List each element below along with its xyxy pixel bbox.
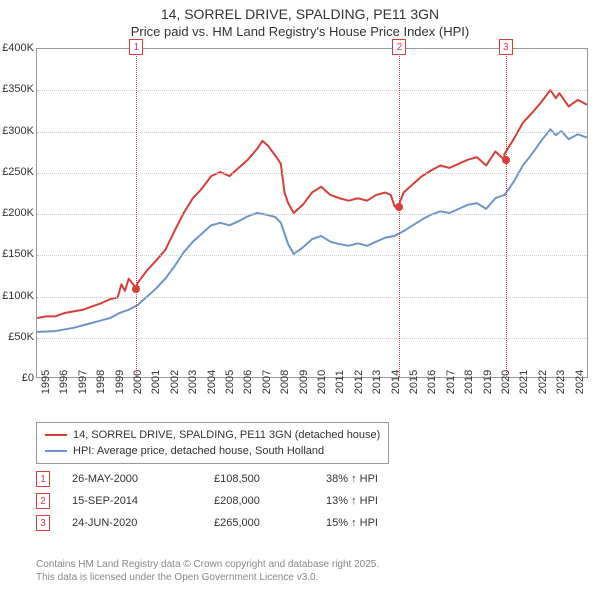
- event-date: 15-SEP-2014: [72, 495, 192, 507]
- xtick-label: 2000: [132, 370, 144, 394]
- legend-label-1: HPI: Average price, detached house, Sout…: [73, 445, 324, 457]
- marker-dot: [132, 285, 140, 293]
- title-line1: 14, SORREL DRIVE, SPALDING, PE11 3GN: [0, 6, 600, 22]
- xtick-label: 2013: [371, 370, 383, 394]
- xtick-label: 2009: [298, 370, 310, 394]
- title-block: 14, SORREL DRIVE, SPALDING, PE11 3GN Pri…: [0, 0, 600, 39]
- xtick-label: 2021: [518, 370, 530, 394]
- xtick-label: 2019: [482, 370, 494, 394]
- event-row: 3 24-JUN-2020 £265,000 15% ↑ HPI: [36, 512, 426, 534]
- marker-dot: [395, 203, 403, 211]
- event-marker-num: 1: [36, 471, 50, 487]
- gridline-h: [37, 90, 587, 91]
- xtick-label: 2002: [169, 370, 181, 394]
- xtick-label: 2017: [445, 370, 457, 394]
- gridline-h: [37, 132, 587, 133]
- gridline-h: [37, 255, 587, 256]
- event-marker-num: 2: [36, 493, 50, 509]
- gridline-h: [37, 214, 587, 215]
- event-row: 1 26-MAY-2000 £108,500 38% ↑ HPI: [36, 468, 426, 490]
- event-pct: 15% ↑ HPI: [326, 517, 426, 529]
- xtick-label: 2011: [334, 370, 346, 394]
- ytick-label: £400K: [0, 42, 34, 54]
- footer: Contains HM Land Registry data © Crown c…: [36, 558, 379, 584]
- xtick-label: 2024: [574, 370, 586, 394]
- event-pct: 38% ↑ HPI: [326, 473, 426, 485]
- event-price: £208,000: [214, 495, 304, 507]
- title-line2: Price paid vs. HM Land Registry's House …: [0, 24, 600, 39]
- xtick-label: 2004: [206, 370, 218, 394]
- marker-number-box: 1: [129, 39, 143, 55]
- xtick-label: 2023: [555, 370, 567, 394]
- gridline-h: [37, 338, 587, 339]
- event-pct: 13% ↑ HPI: [326, 495, 426, 507]
- xtick-label: 1997: [77, 370, 89, 394]
- ytick-label: £300K: [0, 125, 34, 137]
- marker-vline: [506, 49, 507, 377]
- xtick-label: 2016: [426, 370, 438, 394]
- events-table: 1 26-MAY-2000 £108,500 38% ↑ HPI 2 15-SE…: [36, 468, 426, 534]
- ytick-label: £100K: [0, 290, 34, 302]
- xtick-label: 2007: [261, 370, 273, 394]
- xtick-label: 2001: [150, 370, 162, 394]
- xtick-label: 2003: [187, 370, 199, 394]
- series-line: [37, 90, 587, 318]
- legend-label-0: 14, SORREL DRIVE, SPALDING, PE11 3GN (de…: [73, 429, 380, 441]
- chart-plot-area: 123: [36, 48, 588, 378]
- marker-number-box: 3: [499, 39, 513, 55]
- event-date: 24-JUN-2020: [72, 517, 192, 529]
- xtick-label: 2022: [537, 370, 549, 394]
- event-marker-num: 3: [36, 515, 50, 531]
- ytick-label: £350K: [0, 83, 34, 95]
- xtick-label: 2005: [224, 370, 236, 394]
- chart-container: 14, SORREL DRIVE, SPALDING, PE11 3GN Pri…: [0, 0, 600, 590]
- xtick-label: 2020: [500, 370, 512, 394]
- xtick-label: 2008: [279, 370, 291, 394]
- xtick-label: 2018: [463, 370, 475, 394]
- chart-svg: [37, 49, 587, 377]
- event-row: 2 15-SEP-2014 £208,000 13% ↑ HPI: [36, 490, 426, 512]
- xtick-label: 2015: [408, 370, 420, 394]
- marker-dot: [502, 156, 510, 164]
- xtick-label: 1998: [95, 370, 107, 394]
- event-price: £108,500: [214, 473, 304, 485]
- xtick-label: 2012: [353, 370, 365, 394]
- xtick-label: 2014: [390, 370, 402, 394]
- event-price: £265,000: [214, 517, 304, 529]
- legend: 14, SORREL DRIVE, SPALDING, PE11 3GN (de…: [36, 422, 389, 464]
- xtick-label: 1996: [58, 370, 70, 394]
- ytick-label: £150K: [0, 248, 34, 260]
- xtick-label: 1995: [40, 370, 52, 394]
- gridline-h: [37, 297, 587, 298]
- legend-item-1: HPI: Average price, detached house, Sout…: [45, 443, 380, 459]
- xtick-label: 1999: [114, 370, 126, 394]
- marker-vline: [136, 49, 137, 377]
- footer-line2: This data is licensed under the Open Gov…: [36, 571, 379, 584]
- ytick-label: £250K: [0, 166, 34, 178]
- ytick-label: £0: [0, 372, 34, 384]
- footer-line1: Contains HM Land Registry data © Crown c…: [36, 558, 379, 571]
- ytick-label: £200K: [0, 207, 34, 219]
- ytick-label: £50K: [0, 331, 34, 343]
- legend-item-0: 14, SORREL DRIVE, SPALDING, PE11 3GN (de…: [45, 427, 380, 443]
- legend-swatch-1: [45, 450, 67, 452]
- xtick-label: 2010: [316, 370, 328, 394]
- event-date: 26-MAY-2000: [72, 473, 192, 485]
- legend-swatch-0: [45, 434, 67, 436]
- gridline-h: [37, 173, 587, 174]
- marker-vline: [399, 49, 400, 377]
- marker-number-box: 2: [392, 39, 406, 55]
- xtick-label: 2006: [242, 370, 254, 394]
